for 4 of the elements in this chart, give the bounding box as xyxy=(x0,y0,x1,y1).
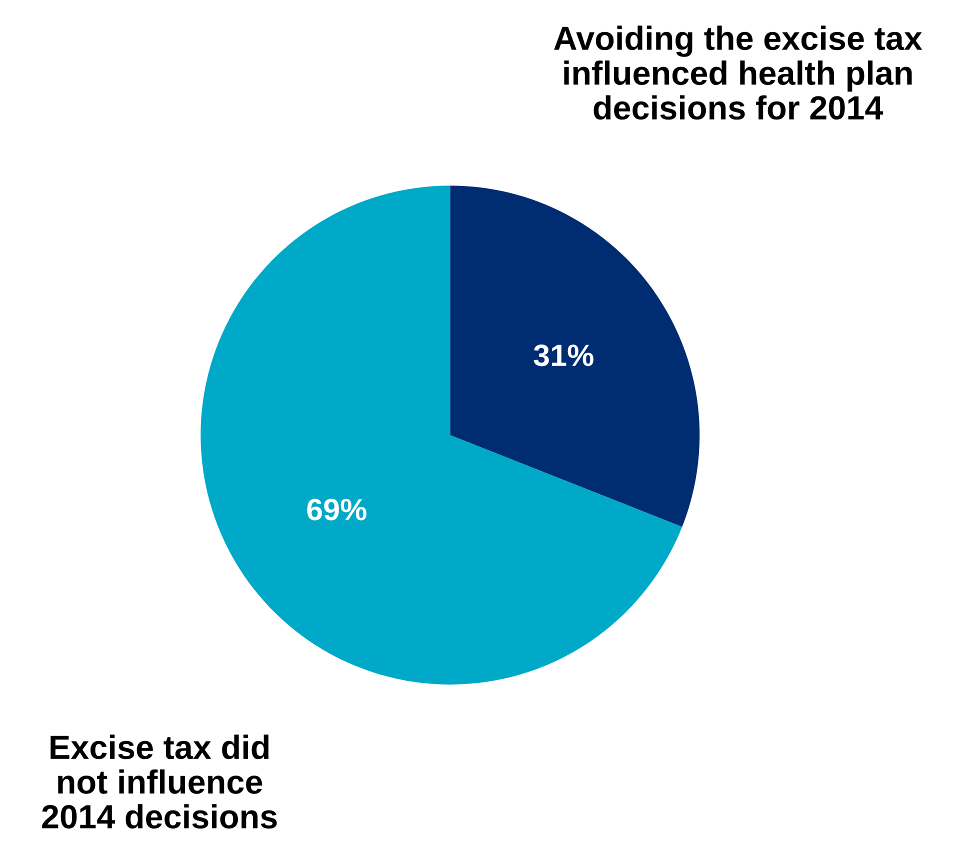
slice-label: Excise tax did not influence 2014 decisions xyxy=(42,734,277,829)
data-label: 69% xyxy=(307,498,366,520)
slice-label: Avoiding the excise tax influenced health plan decisions for 2014 xyxy=(554,26,922,120)
data-label: 31% xyxy=(534,344,594,366)
